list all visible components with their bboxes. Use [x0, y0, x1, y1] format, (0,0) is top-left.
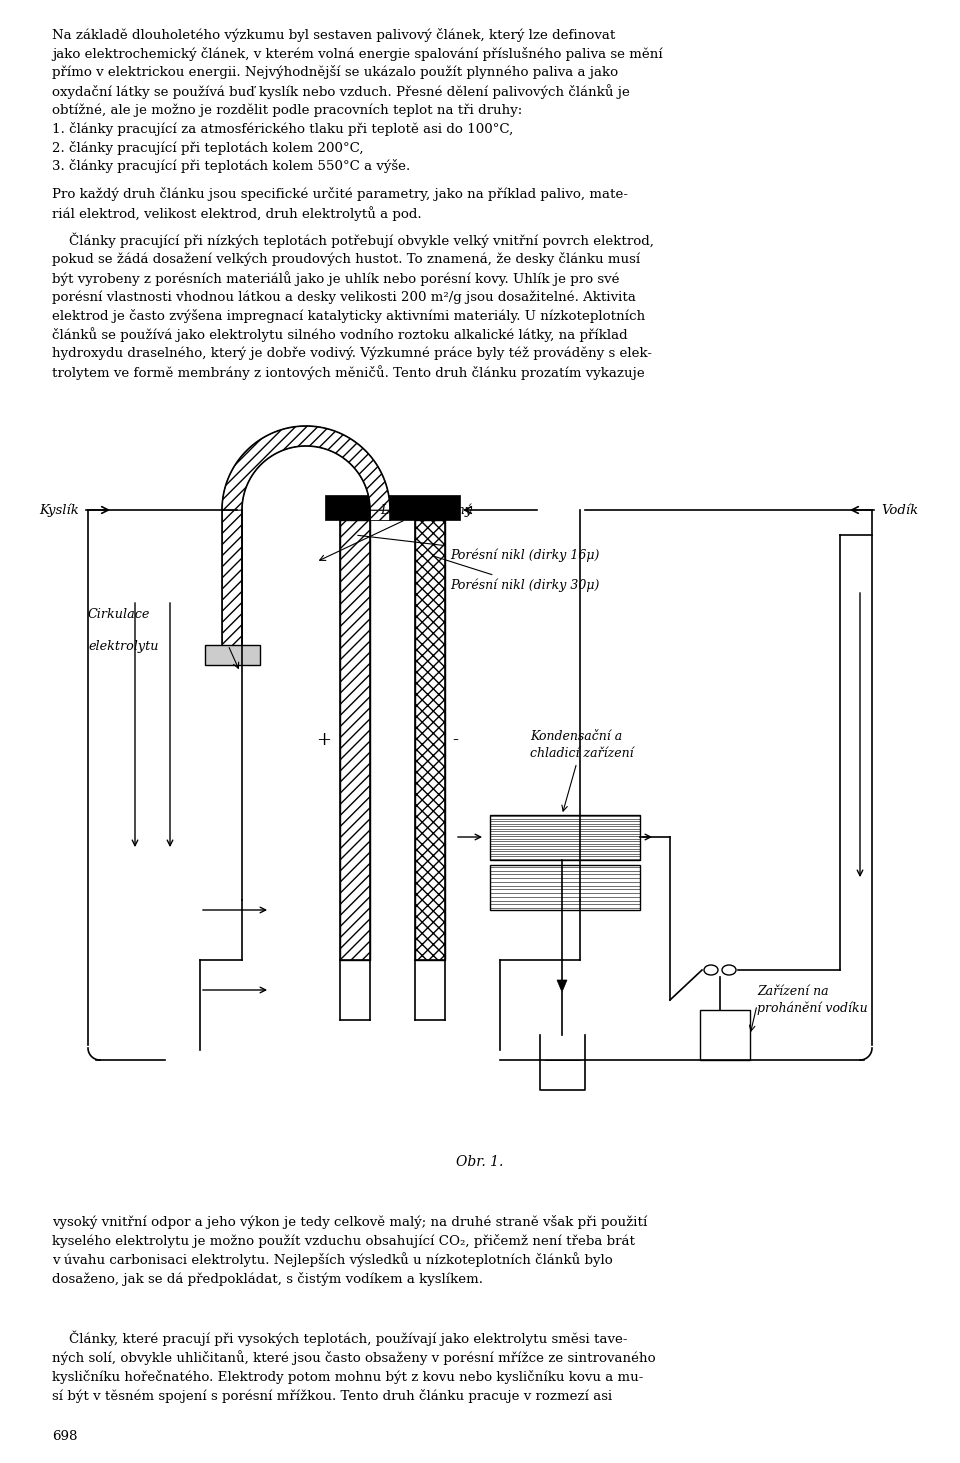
Text: vysoký vnitřní odpor a jeho výkon je tedy celkově malý; na druhé straně však při: vysoký vnitřní odpor a jeho výkon je ted…	[52, 1214, 647, 1286]
Bar	[490, 815, 640, 860]
Bar	[340, 519, 370, 960]
Text: 698: 698	[52, 1429, 78, 1443]
Text: Kyslík: Kyslík	[39, 503, 79, 516]
Text: Louh draselný: Louh draselný	[320, 503, 472, 560]
Bar	[325, 494, 460, 519]
Text: Zařízení na
prohánění vodíku: Zařízení na prohánění vodíku	[757, 985, 868, 1015]
Text: -: -	[452, 732, 458, 749]
Text: 1. články pracující za atmosférického tlaku při teplotě asi do 100°C,
2. články : 1. články pracující za atmosférického tl…	[52, 121, 514, 173]
Text: Články pracující při nízkých teplotách potřebují obvykle velký vnitřní povrch el: Články pracující při nízkých teplotách p…	[52, 233, 654, 380]
Text: +: +	[316, 732, 331, 749]
Ellipse shape	[704, 966, 718, 974]
Text: elektrolytu: elektrolytu	[88, 639, 158, 652]
Polygon shape	[557, 980, 567, 992]
Bar	[370, 511, 390, 519]
Bar	[490, 865, 640, 910]
Text: Cirkulace: Cirkulace	[88, 609, 151, 620]
Text: Na základě dlouholetého výzkumu byl sestaven palivový článek, který lze definova: Na základě dlouholetého výzkumu byl sest…	[52, 28, 662, 117]
Text: Vodík: Vodík	[881, 503, 918, 516]
Polygon shape	[222, 426, 390, 511]
Bar	[205, 645, 260, 666]
Text: Kondensační a
chladicí zařízení: Kondensační a chladicí zařízení	[530, 730, 634, 811]
Text: Porésní nikl (dirky 30μ): Porésní nikl (dirky 30μ)	[433, 556, 599, 591]
Bar	[700, 1009, 750, 1061]
Text: Obr. 1.: Obr. 1.	[456, 1154, 504, 1169]
Bar	[415, 519, 445, 960]
Text: Pro každý druh článku jsou specifické určité parametry, jako na příklad palivo, : Pro každý druh článku jsou specifické ur…	[52, 187, 628, 221]
Ellipse shape	[722, 966, 736, 974]
Text: Porésní nikl (dirky 16μ): Porésní nikl (dirky 16μ)	[358, 535, 599, 562]
Bar	[222, 511, 242, 645]
Text: Články, které pracují při vysokých teplotách, používají jako elektrolytu směsi t: Články, které pracují při vysokých teplo…	[52, 1330, 656, 1403]
